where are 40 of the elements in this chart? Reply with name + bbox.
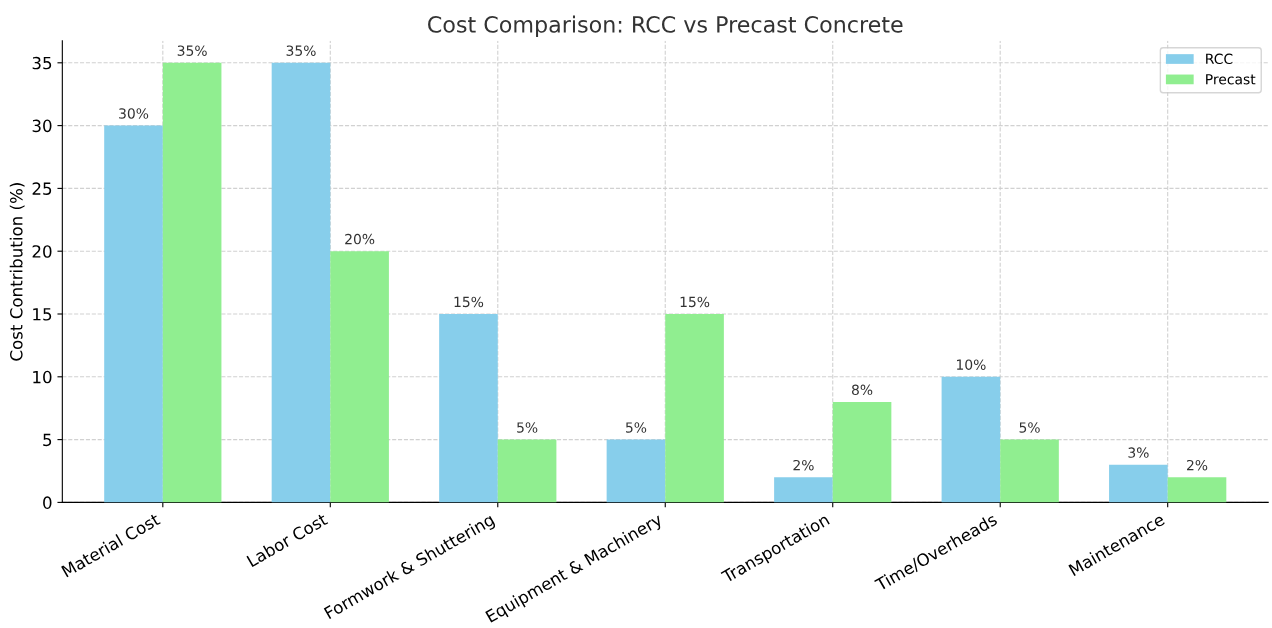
y-tick-label: 15: [33, 308, 52, 321]
bar: [497, 439, 557, 503]
bar: [1000, 439, 1059, 503]
bar: [439, 314, 498, 503]
legend-label: RCC: [1206, 53, 1233, 65]
bar: [1109, 464, 1168, 503]
data-label: 35%: [286, 45, 316, 56]
data-label: 15%: [454, 296, 484, 308]
data-label: 2%: [793, 459, 814, 471]
bar: [832, 401, 892, 503]
y-tick-label: 0: [43, 496, 52, 509]
y-tick-label: 10: [33, 370, 52, 384]
y-tick-label: 30: [32, 119, 52, 133]
bar: [606, 439, 666, 503]
bar: [104, 125, 163, 503]
y-tick-label: 35: [32, 56, 52, 70]
data-label: 5%: [626, 422, 647, 433]
y-tick-label: 20: [32, 245, 52, 258]
data-label: 8%: [851, 384, 873, 396]
bar: [1167, 477, 1227, 503]
bar: [162, 62, 222, 503]
bar: [774, 477, 833, 503]
y-tick-label: 5: [43, 433, 52, 447]
data-label: 5%: [1019, 422, 1040, 433]
bar: [271, 62, 331, 503]
data-label: 2%: [1187, 459, 1208, 471]
data-label: 15%: [680, 296, 710, 308]
bar: [941, 376, 1001, 503]
data-label: 5%: [517, 422, 538, 433]
y-axis-title: Cost Contribution (%): [9, 183, 25, 361]
data-label: 35%: [177, 45, 207, 56]
data-label: 30%: [119, 108, 149, 119]
chart-title: Cost Comparison: RCC vs Precast Concrete: [428, 15, 903, 38]
legend-label: Precast: [1206, 74, 1256, 85]
bar: [665, 314, 724, 503]
data-label: 20%: [345, 233, 375, 245]
y-tick-label: 25: [32, 182, 52, 195]
data-label: 3%: [1128, 447, 1149, 458]
data-label: 10%: [957, 359, 986, 370]
bar: [330, 251, 389, 503]
